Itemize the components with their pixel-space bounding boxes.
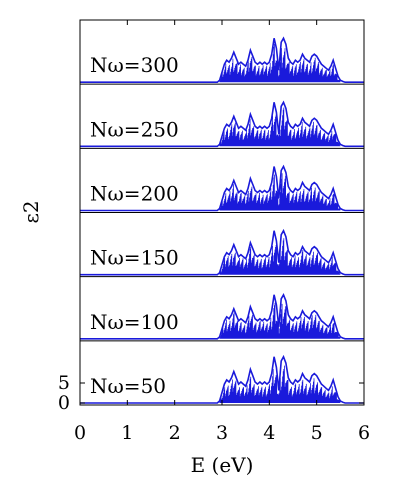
panel-label: Nω=50: [90, 374, 166, 398]
plot-frame: [79, 19, 365, 406]
x-tick-label: 5: [311, 422, 323, 444]
panel-label: Nω=250: [90, 117, 179, 141]
x-tick-label: 0: [74, 422, 86, 444]
spectrum-sticks: [219, 365, 341, 403]
panel-5: Nω=100: [80, 292, 364, 342]
panels: Nω=300 Nω=250 Nω=200 Nω=150 Nω=100 Nω=50: [80, 36, 364, 404]
y-tick-label: 0: [58, 392, 70, 414]
spectrum-curve: [80, 354, 364, 404]
spectrum-sticks: [219, 107, 341, 147]
spectrum-sticks: [219, 43, 341, 83]
spectrum-sticks: [219, 238, 341, 275]
spectrum-curve: [80, 100, 364, 148]
x-tick-label: 4: [263, 422, 275, 444]
spectrum-curve: [80, 164, 364, 212]
spectrum-curve: [80, 292, 364, 340]
panel-label: Nω=100: [90, 310, 179, 334]
panel-label: Nω=300: [90, 53, 179, 77]
panel-label: Nω=150: [90, 246, 179, 270]
spectrum-curve: [80, 36, 364, 83]
panel-6: Nω=50: [80, 354, 364, 404]
x-axis-label: E (eV): [191, 453, 254, 477]
panel-3: Nω=200: [80, 164, 364, 213]
panel-1: Nω=300: [80, 36, 364, 85]
x-tick-label: 3: [216, 422, 228, 444]
x-tick-label: 6: [358, 422, 370, 444]
panel-2: Nω=250: [80, 100, 364, 149]
x-ticks: 0 1 2 3 4 5 6: [74, 20, 370, 444]
x-tick-label: 2: [169, 422, 181, 444]
y-tick-label: 5: [58, 372, 70, 394]
panel-label: Nω=200: [90, 182, 179, 206]
spectrum-curve: [80, 228, 364, 276]
y-axis-label: ε2: [19, 200, 43, 223]
panel-4: Nω=150: [80, 228, 364, 278]
spectrum-sticks: [219, 173, 341, 211]
y-ticks: 05: [58, 372, 364, 414]
spectrum-sticks: [219, 302, 341, 339]
x-tick-label: 1: [121, 422, 133, 444]
